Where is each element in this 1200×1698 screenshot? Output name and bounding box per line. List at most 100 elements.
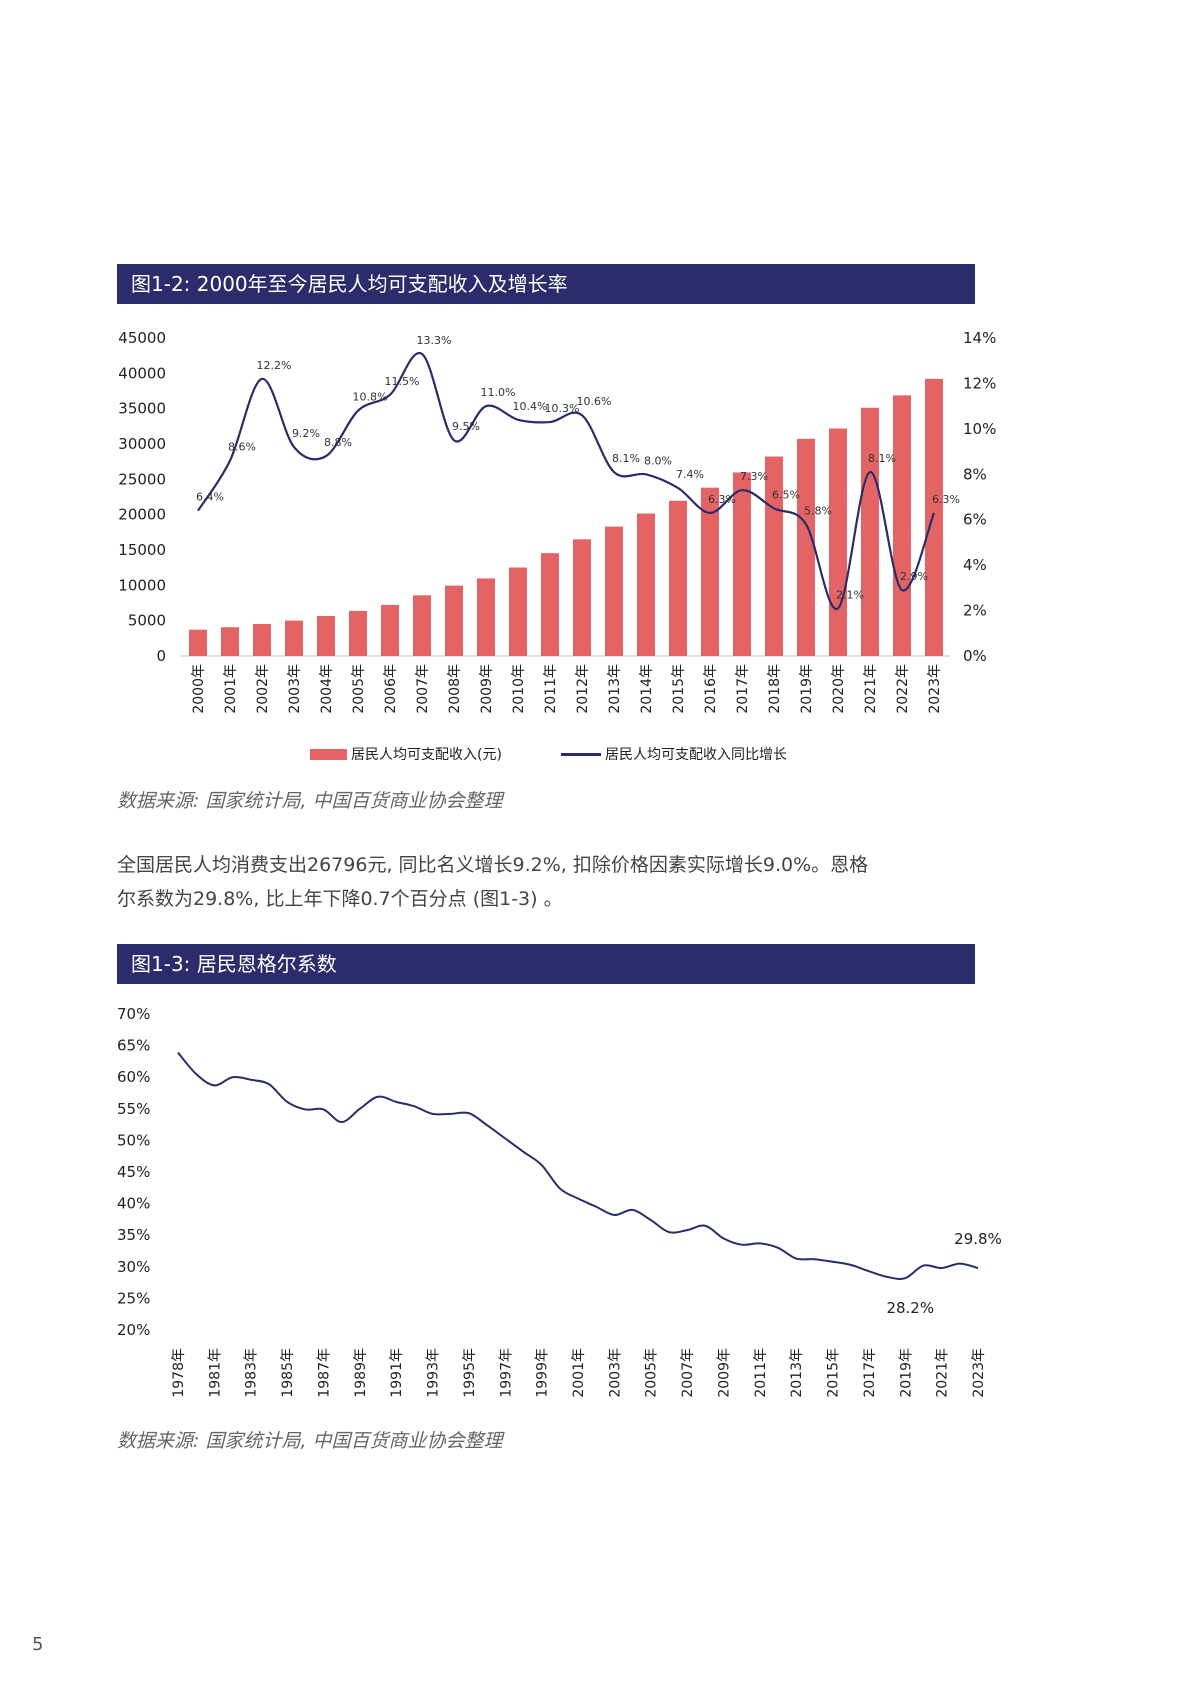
legend-item-income: 居民人均可支配收入(元)	[310, 744, 502, 764]
y-right-tick-label: 10%	[963, 420, 996, 438]
y-right-tick-label: 2%	[963, 602, 987, 620]
income-bar	[701, 487, 719, 656]
income-bar	[317, 615, 335, 656]
y-right-tick-label: 0%	[963, 647, 987, 665]
income-bar	[253, 623, 271, 656]
x-tick-label: 2021年	[935, 1348, 951, 1398]
figure-1-2-source: 数据来源: 国家统计局, 中国百货商业协会整理	[117, 790, 503, 812]
x-tick-label: 2017年	[735, 664, 751, 714]
x-tick-label: 2018年	[767, 664, 783, 714]
figure-1-3-title: 图1-3: 居民恩格尔系数	[131, 952, 337, 976]
x-tick-label: 2015年	[826, 1348, 842, 1398]
figure-1-3-title-bar: 图1-3: 居民恩格尔系数	[117, 944, 975, 984]
y-right-tick-label: 14%	[963, 329, 996, 347]
x-tick-label: 2011年	[543, 664, 559, 714]
x-tick-label: 2013年	[607, 664, 623, 714]
engel-data-label: 29.8%	[954, 1230, 1002, 1248]
income-bar	[573, 539, 591, 656]
y-left-tick-label: 25000	[118, 470, 166, 488]
income-chart: 0 5000 10000 15000 20000 25000 30000 35000 40000…	[118, 329, 996, 714]
income-bar	[797, 438, 815, 656]
figure-1-2-title: 图1-2: 2000年至今居民人均可支配收入及增长率	[131, 272, 568, 296]
y-right-tick-label: 12%	[963, 374, 996, 392]
income-bar	[381, 604, 399, 656]
paragraph-line-2: 尔系数为29.8%, 比上年下降0.7个百分点 (图1-3) 。	[117, 888, 563, 910]
figure-1-2-title-bar: 图1-2: 2000年至今居民人均可支配收入及增长率	[117, 264, 975, 304]
y-tick-label: 50%	[117, 1131, 150, 1149]
growth-data-label: 13.3%	[417, 334, 452, 347]
y-right-tick-label: 8%	[963, 465, 987, 483]
x-tick-label: 1999年	[535, 1348, 551, 1398]
income-bar	[509, 567, 527, 656]
y-right-tick-label: 4%	[963, 556, 987, 574]
body-paragraph: 全国居民人均消费支出26796元, 同比名义增长9.2%, 扣除价格因素实际增长…	[117, 848, 987, 916]
engel-chart: 20% 25% 30% 35% 40% 45% 50% 55% 60% 65% 70% 1978年 19…	[117, 1005, 1002, 1398]
x-tick-label: 2019年	[898, 1348, 914, 1398]
legend-label-income: 居民人均可支配收入(元)	[351, 747, 502, 763]
growth-data-label: 11.0%	[481, 386, 516, 399]
income-bar	[893, 395, 911, 656]
x-tick-label: 2009年	[479, 664, 495, 714]
growth-data-label: 9.5%	[452, 420, 480, 433]
income-bar	[349, 610, 367, 656]
legend-item-growth: 居民人均可支配收入同比增长	[561, 744, 787, 764]
x-tick-label: 2007年	[680, 1348, 696, 1398]
income-bar	[925, 378, 943, 656]
legend-bar-swatch	[310, 748, 347, 760]
y-left-tick-label: 20000	[118, 506, 166, 524]
growth-data-label: 8.1%	[868, 452, 896, 465]
y-left-tick-label: 30000	[118, 435, 166, 453]
income-bar	[189, 629, 207, 656]
y-right-tick-label: 6%	[963, 511, 987, 529]
figure-1-3-source: 数据来源: 国家统计局, 中国百货商业协会整理	[117, 1430, 503, 1452]
x-tick-label: 1987年	[316, 1348, 332, 1398]
x-tick-label: 2003年	[607, 1348, 623, 1398]
legend-label-growth: 居民人均可支配收入同比增长	[605, 747, 787, 763]
y-left-tick-label: 0	[156, 647, 166, 665]
x-tick-label: 2010年	[511, 664, 527, 714]
x-tick-label: 2016年	[703, 664, 719, 714]
x-tick-label: 1983年	[244, 1348, 260, 1398]
y-tick-label: 25%	[117, 1289, 150, 1307]
income-bar	[669, 500, 687, 656]
x-tick-label: 2000年	[191, 664, 207, 714]
y-tick-label: 45%	[117, 1163, 150, 1181]
x-tick-label: 2005年	[644, 1348, 660, 1398]
x-tick-label: 2022年	[895, 664, 911, 714]
x-tick-label: 2017年	[862, 1348, 878, 1398]
income-bar	[541, 553, 559, 656]
x-tick-label: 2001年	[571, 1348, 587, 1398]
growth-data-label: 12.2%	[257, 359, 292, 372]
x-tick-label: 1978年	[171, 1348, 187, 1398]
income-bar	[413, 595, 431, 656]
y-left-tick-label: 35000	[118, 400, 166, 418]
x-tick-label: 1989年	[353, 1348, 369, 1398]
growth-data-label: 5.8%	[804, 504, 832, 517]
x-tick-label: 2002年	[255, 664, 271, 714]
y-tick-label: 70%	[117, 1005, 150, 1023]
x-tick-label: 2009年	[716, 1348, 732, 1398]
income-bar	[861, 407, 879, 656]
x-tick-label: 2015年	[671, 664, 687, 714]
growth-data-label: 6.4%	[196, 491, 224, 504]
growth-line	[197, 351, 936, 610]
x-tick-label: 2006年	[383, 664, 399, 714]
growth-data-label: 2.1%	[836, 588, 864, 601]
growth-data-label: 6.5%	[772, 488, 800, 501]
x-tick-label: 2005年	[351, 664, 367, 714]
x-tick-label: 1995年	[462, 1348, 478, 1398]
x-tick-label: 2001年	[223, 664, 239, 714]
x-tick-label: 2004年	[319, 664, 335, 714]
income-bar	[605, 526, 623, 656]
x-tick-label: 2014年	[639, 664, 655, 714]
y-tick-label: 20%	[117, 1321, 150, 1339]
growth-data-label: 11.5%	[385, 375, 420, 388]
growth-data-label: 10.8%	[353, 391, 388, 404]
legend-line-swatch	[561, 752, 601, 756]
x-tick-label: 2021年	[863, 664, 879, 714]
x-tick-label: 2008年	[447, 664, 463, 714]
growth-data-label: 10.3%	[545, 402, 580, 415]
y-left-tick-label: 45000	[118, 329, 166, 347]
y-tick-label: 60%	[117, 1068, 150, 1086]
growth-data-label: 2.9%	[900, 570, 928, 583]
